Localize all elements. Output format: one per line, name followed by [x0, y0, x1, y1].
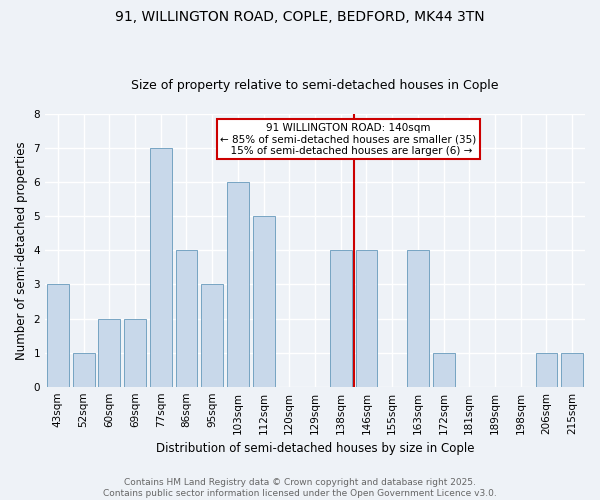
Bar	[253, 216, 275, 386]
Title: Size of property relative to semi-detached houses in Cople: Size of property relative to semi-detach…	[131, 79, 499, 92]
Bar	[124, 318, 146, 386]
Bar	[330, 250, 352, 386]
Bar	[536, 352, 557, 386]
Bar	[150, 148, 172, 386]
Bar	[356, 250, 377, 386]
X-axis label: Distribution of semi-detached houses by size in Cople: Distribution of semi-detached houses by …	[156, 442, 474, 455]
Bar	[176, 250, 197, 386]
Bar	[227, 182, 249, 386]
Bar	[561, 352, 583, 386]
Text: 91 WILLINGTON ROAD: 140sqm
← 85% of semi-detached houses are smaller (35)
  15% : 91 WILLINGTON ROAD: 140sqm ← 85% of semi…	[220, 122, 476, 156]
Y-axis label: Number of semi-detached properties: Number of semi-detached properties	[15, 141, 28, 360]
Bar	[433, 352, 455, 386]
Bar	[47, 284, 69, 386]
Bar	[98, 318, 120, 386]
Bar	[73, 352, 95, 386]
Text: Contains HM Land Registry data © Crown copyright and database right 2025.
Contai: Contains HM Land Registry data © Crown c…	[103, 478, 497, 498]
Bar	[201, 284, 223, 386]
Text: 91, WILLINGTON ROAD, COPLE, BEDFORD, MK44 3TN: 91, WILLINGTON ROAD, COPLE, BEDFORD, MK4…	[115, 10, 485, 24]
Bar	[407, 250, 429, 386]
